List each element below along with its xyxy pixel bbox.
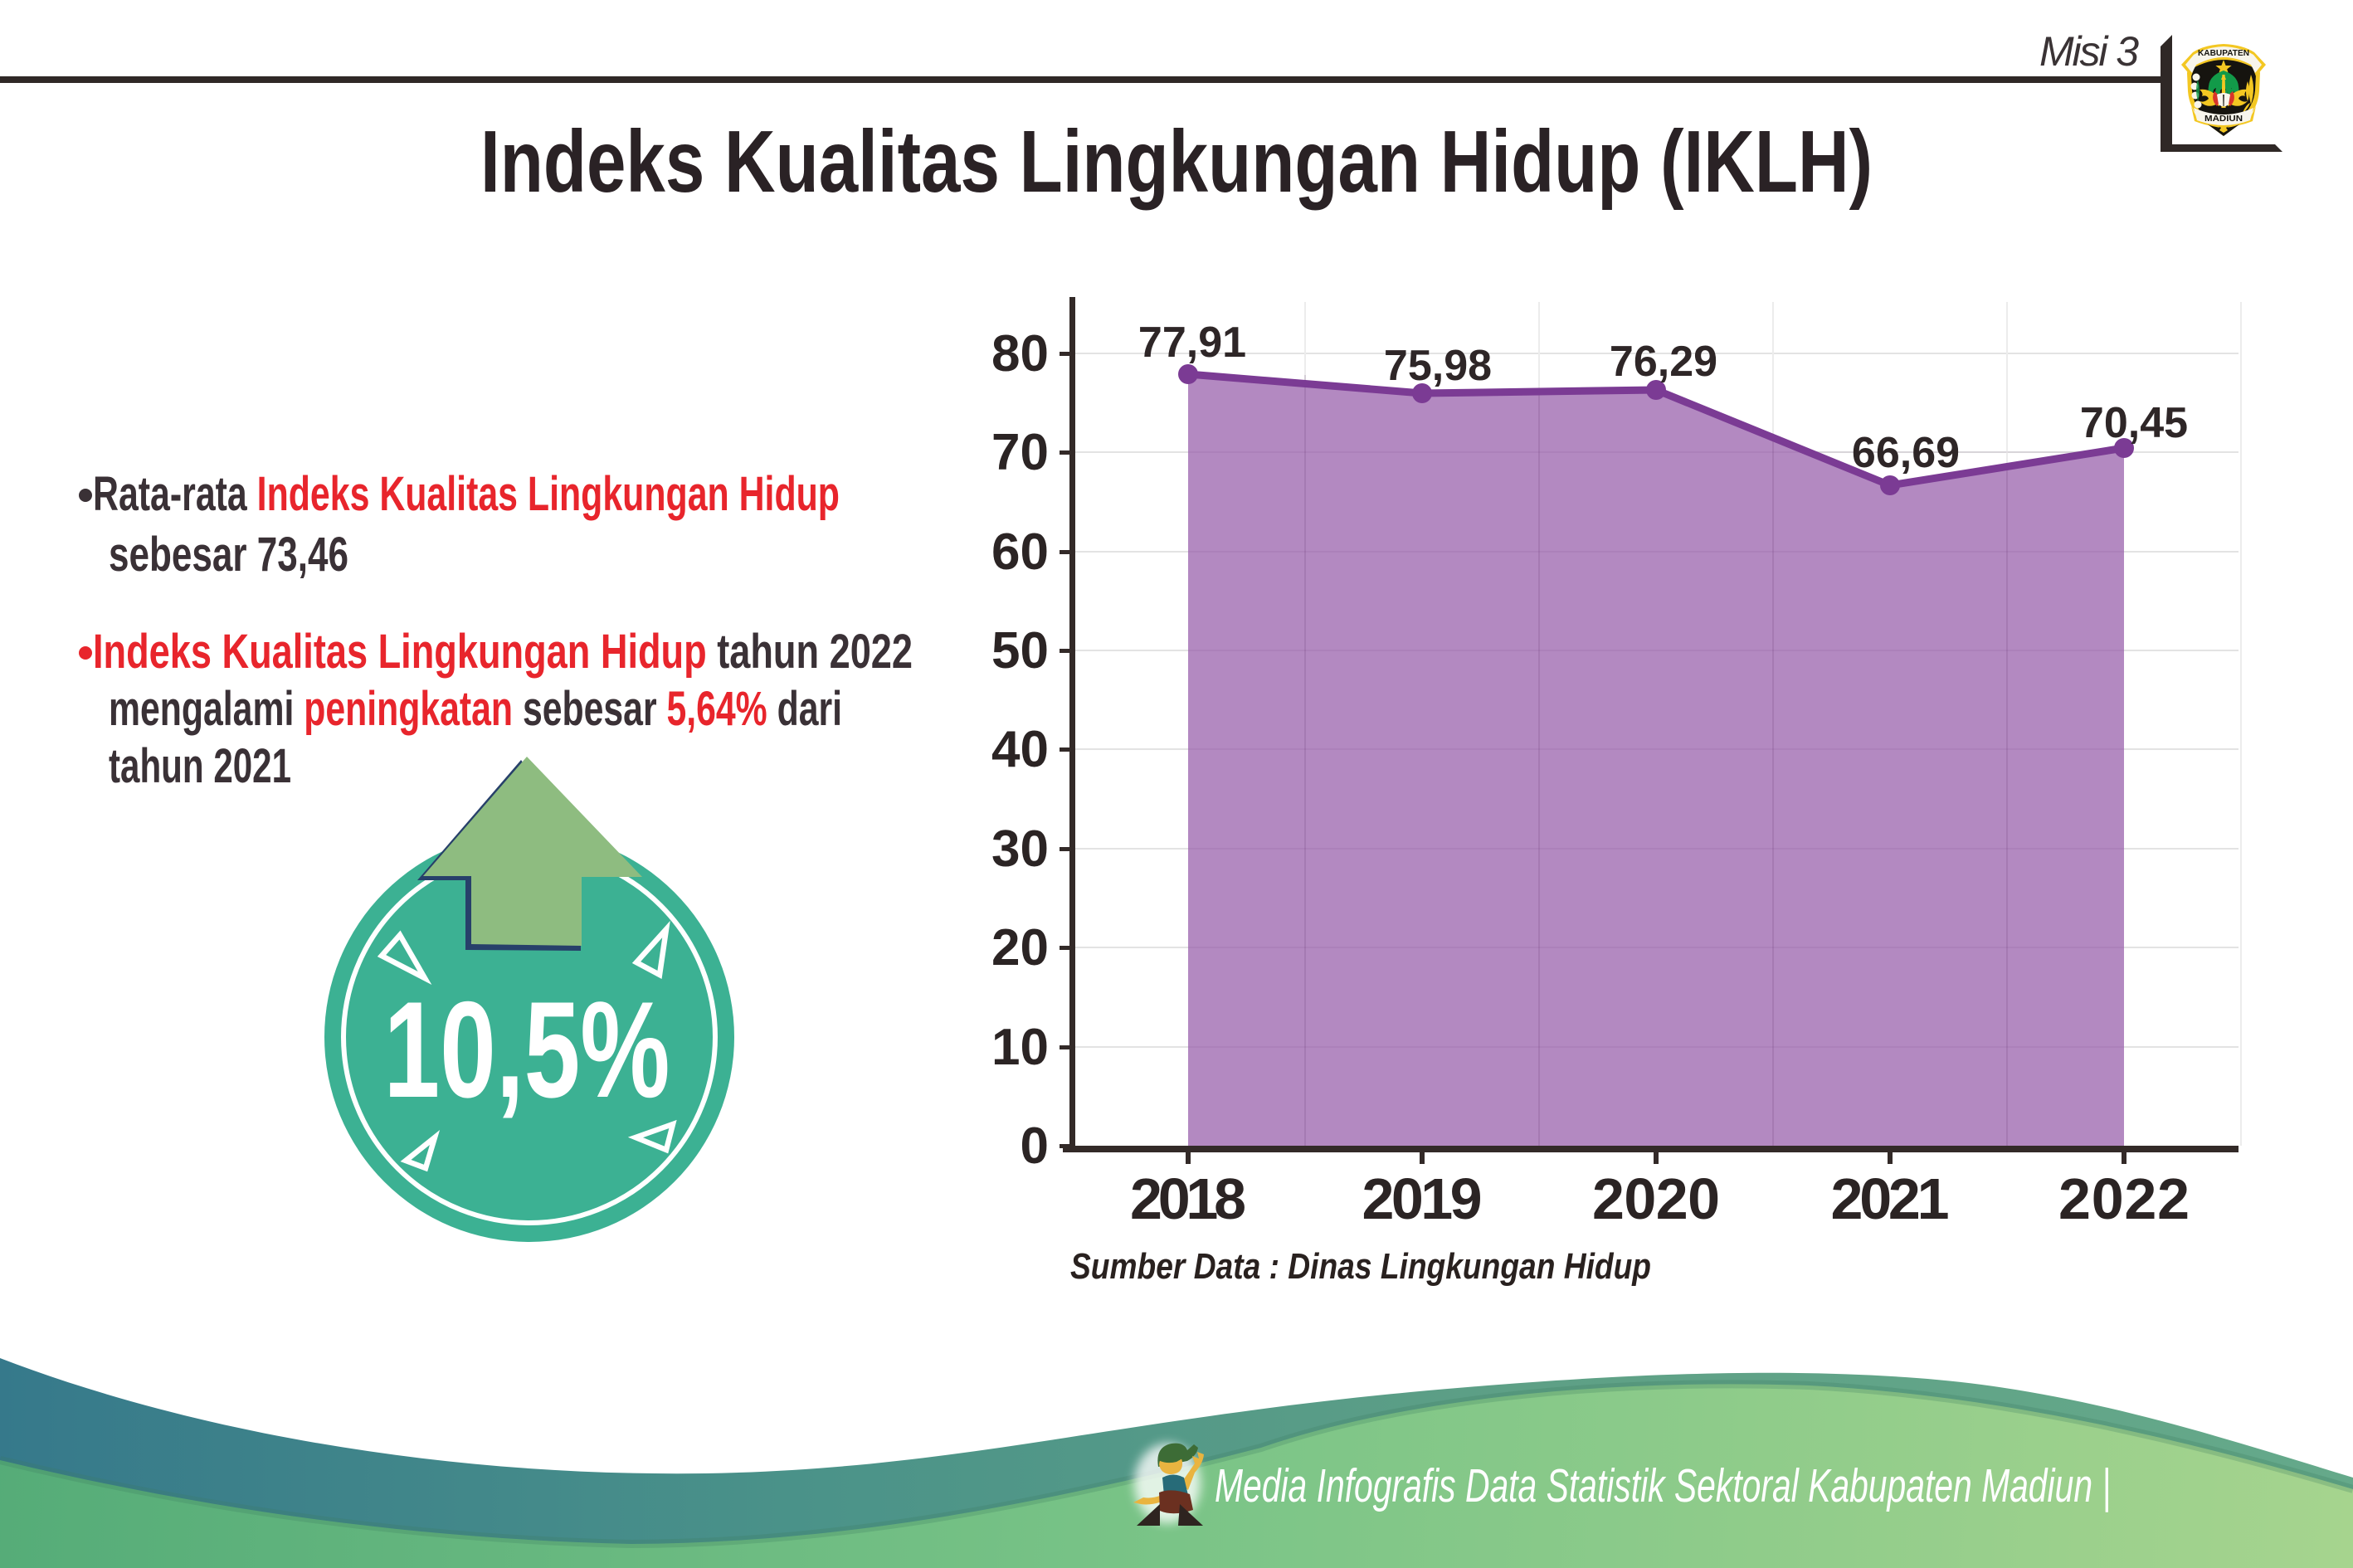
svg-text:2020: 2020 [1592,1166,1720,1231]
svg-text:tahun 2021: tahun 2021 [109,739,291,793]
svg-text:30: 30 [991,821,1049,878]
svg-text:70,45: 70,45 [2080,399,2188,447]
svg-text:76,29: 76,29 [1610,338,1717,386]
svg-text:75,98: 75,98 [1384,342,1492,390]
svg-text:2022: 2022 [2058,1166,2190,1231]
svg-text:KABUPATEN: KABUPATEN [2198,49,2249,58]
svg-text:77,91: 77,91 [1138,319,1246,367]
svg-text:MADIUN: MADIUN [2204,114,2243,124]
svg-text:80: 80 [991,325,1049,382]
svg-text:Media Infografis Data Statisti: Media Infografis Data Statistik Sektoral… [1215,1459,2111,1512]
svg-text:0: 0 [1021,1118,1049,1175]
svg-text:70: 70 [991,424,1049,481]
svg-text:20: 20 [991,919,1049,976]
svg-text:Misi 3: Misi 3 [2039,28,2139,75]
svg-text:Rata-rata Indeks Kualitas Ling: Rata-rata Indeks Kualitas Lingkungan Hid… [93,467,840,521]
svg-text:66,69: 66,69 [1852,429,1960,477]
svg-text:2019: 2019 [1362,1166,1483,1231]
svg-text:Indeks Kualitas Lingkungan Hid: Indeks Kualitas Lingkungan Hidup tahun 2… [93,625,913,679]
svg-text:Indeks Kualitas Lingkungan Hid: Indeks Kualitas Lingkungan Hidup (IKLH) [480,113,1873,211]
svg-text:sebesar 73,46: sebesar 73,46 [109,528,348,582]
svg-text:10,5%: 10,5% [384,973,670,1126]
svg-text:10: 10 [991,1019,1049,1076]
svg-text:Sumber Data : Dinas Lingkungan: Sumber Data : Dinas Lingkungan Hidup [1070,1246,1651,1287]
svg-text:50: 50 [991,622,1049,679]
svg-text:2018: 2018 [1130,1166,1246,1231]
svg-text:2021: 2021 [1831,1166,1950,1231]
svg-text:60: 60 [991,523,1049,581]
svg-text:mengalami peningkatan sebesar: mengalami peningkatan sebesar 5,64% dari [109,682,842,736]
svg-text:40: 40 [991,721,1049,778]
